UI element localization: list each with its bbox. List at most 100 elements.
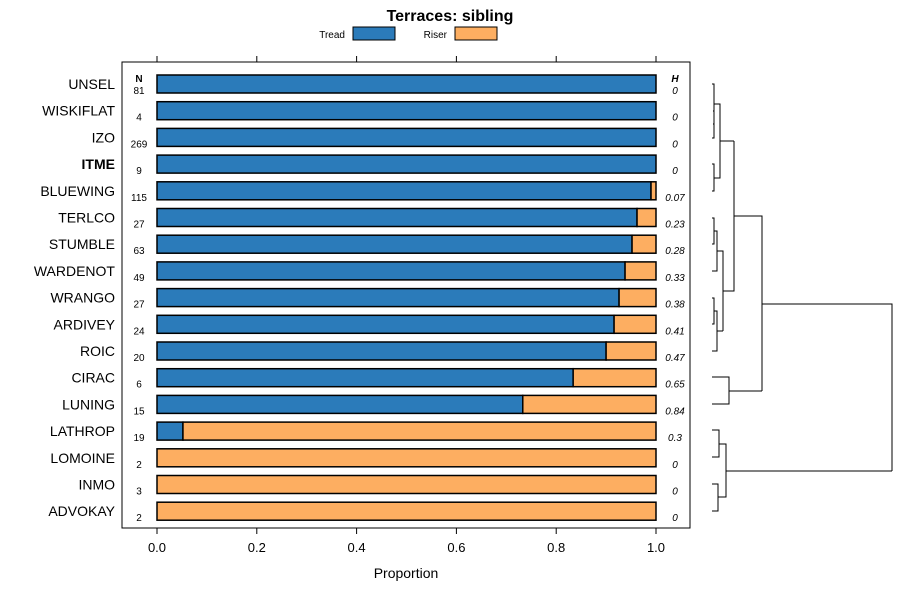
x-tick-label: 0.2 xyxy=(248,540,266,555)
bar-segment-tread xyxy=(156,261,626,281)
bar-segment-tread xyxy=(156,367,574,388)
h-value: 0.38 xyxy=(665,300,685,311)
legend: Tread Riser xyxy=(319,26,498,41)
bar-row: BLUEWING 115 0.07 xyxy=(40,181,685,204)
bar-segment-tread xyxy=(156,100,657,121)
category-label: ROIC xyxy=(80,343,115,359)
category-label: WISKIFLAT xyxy=(42,103,115,119)
h-value: 0.33 xyxy=(665,273,685,284)
h-header: H xyxy=(671,74,679,85)
n-value: 115 xyxy=(131,193,147,204)
dendrogram-branch xyxy=(712,303,893,471)
legend-label-tread: Tread xyxy=(319,30,345,41)
bar-row: ARDIVEY 24 0.41 xyxy=(54,314,685,337)
n-value: 81 xyxy=(133,86,145,97)
h-value: 0.47 xyxy=(665,353,685,364)
n-header: N xyxy=(135,74,142,85)
dendrogram-branch xyxy=(712,429,892,512)
category-label: LATHROP xyxy=(50,423,115,439)
x-tick-label: 0.8 xyxy=(547,540,565,555)
bar-segment-riser xyxy=(182,421,657,441)
dendrogram xyxy=(712,83,893,512)
n-value: 63 xyxy=(133,246,145,257)
dendrogram-branch xyxy=(714,103,734,179)
h-value: 0 xyxy=(672,460,678,471)
x-tick-label: 0.4 xyxy=(348,540,366,555)
bar-row: TERLCO 27 0.23 xyxy=(58,207,685,231)
h-value: 0 xyxy=(672,513,678,524)
dendrogram-branch xyxy=(734,215,763,391)
dendrogram-branch xyxy=(712,217,724,331)
category-label: STUMBLE xyxy=(49,236,115,252)
x-axis-label: Proportion xyxy=(374,565,439,581)
n-value: 269 xyxy=(131,139,148,150)
bar-segment-riser xyxy=(156,474,657,495)
h-value: 0 xyxy=(672,113,678,124)
n-value: 2 xyxy=(136,513,142,524)
bar-segment-tread xyxy=(156,207,638,228)
category-label: ADVOKAY xyxy=(48,503,115,519)
bar-segment-tread xyxy=(156,127,657,148)
h-value: 0.23 xyxy=(665,220,685,231)
bar-segment-riser xyxy=(624,261,657,281)
bar-row: INMO 3 0 xyxy=(78,474,678,498)
category-label: BLUEWING xyxy=(40,183,115,199)
bar-segment-tread xyxy=(156,287,620,308)
h-value: 0.41 xyxy=(665,326,684,337)
n-value: 27 xyxy=(133,300,145,311)
bar-row: IZO 269 0 xyxy=(92,127,678,150)
n-value: 27 xyxy=(133,220,145,231)
category-label: INMO xyxy=(78,477,115,493)
bar-segment-riser xyxy=(613,314,657,335)
bar-segment-tread xyxy=(156,341,607,361)
category-label: UNSEL xyxy=(68,76,115,92)
bar-row: LATHROP 19 0.3 xyxy=(50,421,682,444)
category-label: WRANGO xyxy=(50,290,115,306)
h-value: 0.65 xyxy=(665,380,685,391)
h-value: 0.07 xyxy=(665,193,685,204)
category-label: ITME xyxy=(82,156,115,172)
bar-row: ADVOKAY 2 0 xyxy=(48,501,678,524)
h-value: 0 xyxy=(672,86,678,97)
h-value: 0 xyxy=(672,166,678,177)
bar-segment-riser xyxy=(631,234,657,254)
plot-panel xyxy=(121,61,691,529)
bar-row: STUMBLE 63 0.28 xyxy=(49,234,685,257)
n-value: 2 xyxy=(136,460,142,471)
bar-row: LOMOINE 2 0 xyxy=(50,448,678,471)
bar-segment-riser xyxy=(636,207,657,228)
legend-label-riser: Riser xyxy=(424,30,448,41)
category-label: IZO xyxy=(92,129,115,145)
n-value: 4 xyxy=(136,113,142,124)
bar-segment-riser xyxy=(156,448,657,468)
n-value: 49 xyxy=(133,273,145,284)
bar-row: WARDENOT 49 0.33 xyxy=(34,261,685,284)
bar-row: ITME 9 0 xyxy=(82,154,678,177)
n-value: 20 xyxy=(133,353,145,364)
bar-segment-riser xyxy=(572,367,657,388)
category-label: LUNING xyxy=(62,396,115,412)
bar-segment-riser xyxy=(650,181,657,201)
bar-segment-tread xyxy=(156,154,657,174)
n-value: 9 xyxy=(136,166,142,177)
bar-row: UNSEL 81 0 xyxy=(68,74,678,97)
chart-title: Terraces: sibling xyxy=(387,8,514,25)
h-value: 0.3 xyxy=(668,433,682,444)
category-label: LOMOINE xyxy=(50,450,115,466)
bar-row: WRANGO 27 0.38 xyxy=(50,287,685,311)
bar-segment-tread xyxy=(156,234,633,254)
bar-row: WISKIFLAT 4 0 xyxy=(42,100,678,124)
n-value: 24 xyxy=(133,326,145,337)
n-value: 15 xyxy=(133,406,145,417)
bar-row: ROIC 20 0.47 xyxy=(80,341,685,364)
bar-row: LUNING 15 0.84 xyxy=(62,394,685,417)
x-tick-label: 0.0 xyxy=(148,540,166,555)
bar-segment-riser xyxy=(522,394,657,415)
bar-segment-riser xyxy=(618,287,657,308)
dendrogram-branch xyxy=(712,83,715,139)
bar-segment-tread xyxy=(156,314,615,335)
bar-segment-riser xyxy=(156,501,657,521)
dendrogram-branch xyxy=(712,163,715,192)
h-value: 0 xyxy=(672,487,678,498)
n-value: 3 xyxy=(136,487,142,498)
